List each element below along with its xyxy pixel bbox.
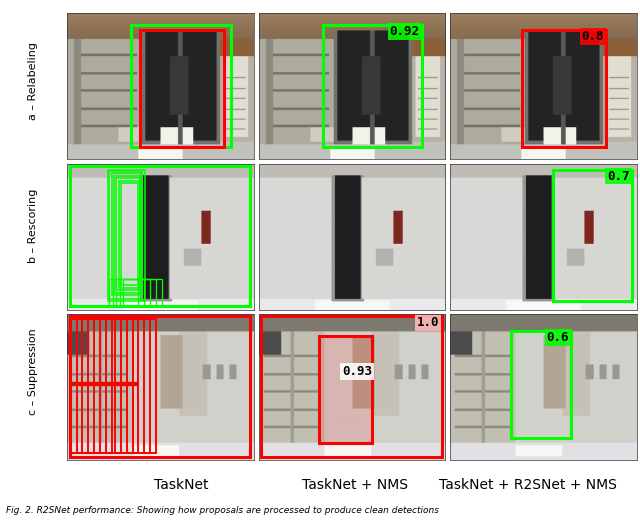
Bar [511, 331, 572, 438]
Bar [111, 173, 141, 295]
Bar [113, 279, 144, 306]
Bar [109, 279, 138, 306]
Bar [121, 183, 138, 285]
Bar [118, 180, 140, 288]
Text: TaskNet + NMS: TaskNet + NMS [301, 478, 408, 492]
Text: 0.92: 0.92 [390, 25, 420, 38]
Bar [116, 279, 150, 306]
Text: 0.93: 0.93 [342, 365, 372, 378]
Text: c – Suppression: c – Suppression [28, 329, 38, 415]
Bar [323, 25, 422, 147]
Bar [70, 382, 137, 385]
Text: 0.6: 0.6 [547, 331, 569, 344]
Text: Fig. 2. R2SNet performance: Showing how proposals are processed to produce clean: Fig. 2. R2SNet performance: Showing how … [6, 506, 440, 515]
Bar [94, 319, 138, 453]
Bar [553, 170, 632, 301]
Bar [114, 176, 140, 293]
Bar [116, 178, 140, 290]
Bar [108, 170, 145, 301]
Text: TaskNet: TaskNet [154, 478, 209, 492]
Bar [83, 319, 127, 453]
Text: a – Relabeling: a – Relabeling [28, 42, 38, 120]
Bar [88, 319, 132, 453]
Bar [70, 319, 115, 453]
Bar [106, 319, 150, 453]
Bar [111, 319, 156, 453]
Bar [319, 336, 372, 443]
Bar [109, 171, 142, 298]
Bar [100, 319, 144, 453]
Text: 0.7: 0.7 [607, 170, 630, 183]
Bar [124, 279, 162, 306]
Text: b – Rescoring: b – Rescoring [28, 189, 38, 264]
Text: 0.8: 0.8 [582, 30, 604, 43]
Bar [131, 25, 230, 147]
Text: 1.0: 1.0 [417, 317, 440, 330]
Text: TaskNet + R2SNet + NMS: TaskNet + R2SNet + NMS [439, 478, 617, 492]
Bar [77, 319, 121, 453]
Bar [140, 30, 223, 147]
Bar [120, 279, 156, 306]
Bar [522, 30, 607, 147]
